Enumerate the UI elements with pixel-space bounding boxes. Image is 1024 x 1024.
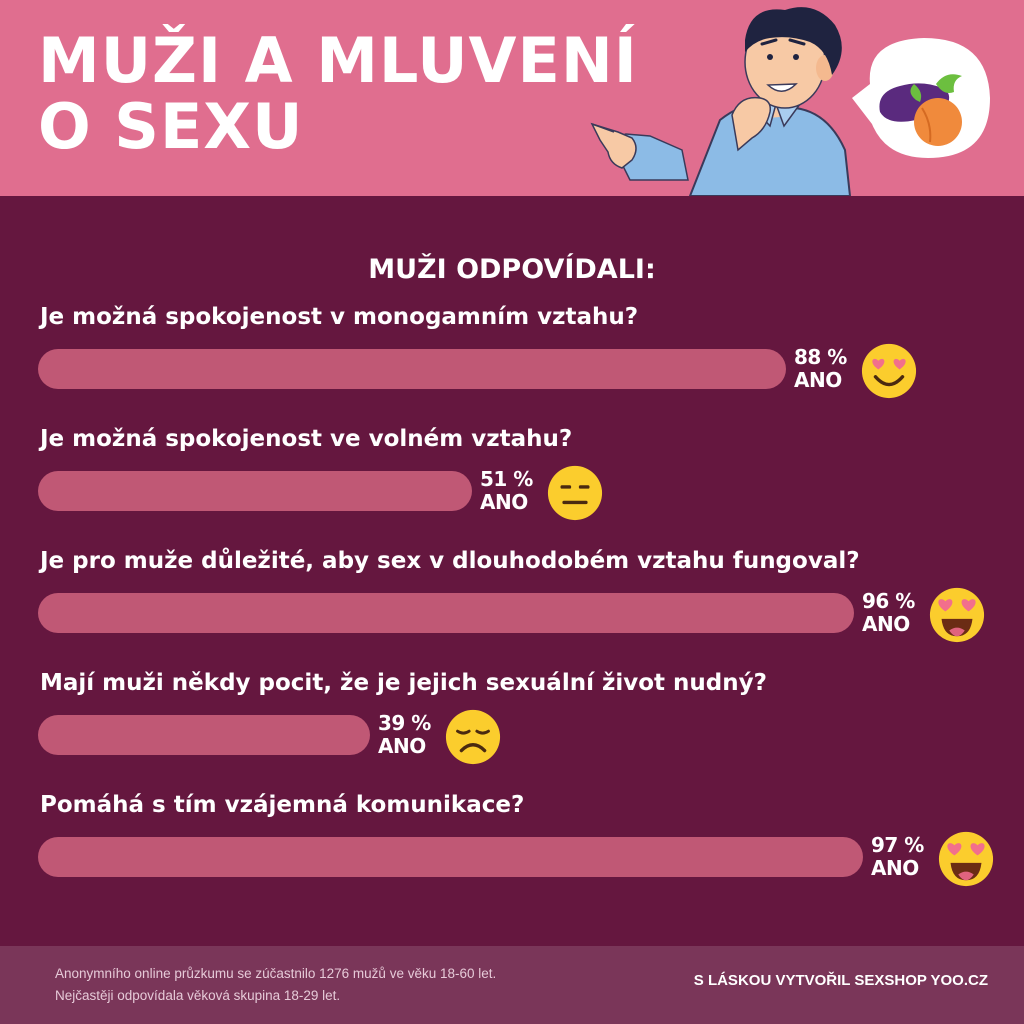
survey-footnote: Anonymního online průzkumu se zúčastnilo… [55, 963, 496, 1007]
section-heading: MUŽI ODPOVÍDALI: [368, 254, 656, 285]
question-label: Je možná spokojenost v monogamním vztahu… [40, 304, 639, 330]
footnote-line-1: Anonymního online průzkumu se zúčastnilo… [55, 966, 497, 981]
value-label: 96 % [862, 589, 915, 613]
value-label: 97 % [871, 833, 924, 857]
page-title: MUŽI A MLUVENÍ O SEXU [38, 28, 638, 160]
percent-label: 97 % ANO [871, 834, 924, 880]
header-banner: MUŽI A MLUVENÍ O SEXU [0, 0, 1024, 196]
question-label: Je pro muže důležité, aby sex v dlouhodo… [40, 548, 860, 574]
answer-label: ANO [871, 856, 919, 880]
credit-text: S LÁSKOU VYTVOŘIL SEXSHOP YOO.CZ [693, 972, 988, 989]
man-pointing-illustration [590, 7, 990, 196]
result-bar [38, 837, 863, 877]
percent-label: 39 % ANO [378, 712, 431, 758]
percent-label: 96 % ANO [862, 590, 915, 636]
result-bar [38, 715, 370, 755]
answer-label: ANO [378, 734, 426, 758]
value-label: 39 % [378, 711, 431, 735]
footnote-line-2: Nejčastěji odpovídala věková skupina 18-… [55, 988, 341, 1003]
question-label: Pomáhá s tím vzájemná komunikace? [40, 792, 525, 818]
value-label: 51 % [480, 467, 533, 491]
footer: Anonymního online průzkumu se zúčastnilo… [0, 946, 1024, 1024]
result-bar [38, 349, 786, 389]
result-bar [38, 593, 854, 633]
title-line-2: O SEXU [38, 90, 304, 163]
smiling-heart-eyes-emoji [860, 342, 918, 400]
star-struck-heart-eyes-emoji [928, 586, 986, 644]
percent-label: 51 % ANO [480, 468, 533, 514]
answer-label: ANO [862, 612, 910, 636]
peach-icon [910, 84, 962, 146]
question-label: Je možná spokojenost ve volném vztahu? [40, 426, 573, 452]
value-label: 88 % [794, 345, 847, 369]
result-bar [38, 471, 472, 511]
star-struck-heart-eyes-emoji [937, 830, 995, 888]
title-line-1: MUŽI A MLUVENÍ [38, 24, 638, 97]
percent-label: 88 % ANO [794, 346, 847, 392]
neutral-face-emoji [546, 464, 604, 522]
survey-results-section: MUŽI ODPOVÍDALI: Je možná spokojenost v … [0, 196, 1024, 946]
answer-label: ANO [480, 490, 528, 514]
disappointed-face-emoji [444, 708, 502, 766]
answer-label: ANO [794, 368, 842, 392]
question-label: Mají muži někdy pocit, že je jejich sexu… [40, 670, 767, 696]
